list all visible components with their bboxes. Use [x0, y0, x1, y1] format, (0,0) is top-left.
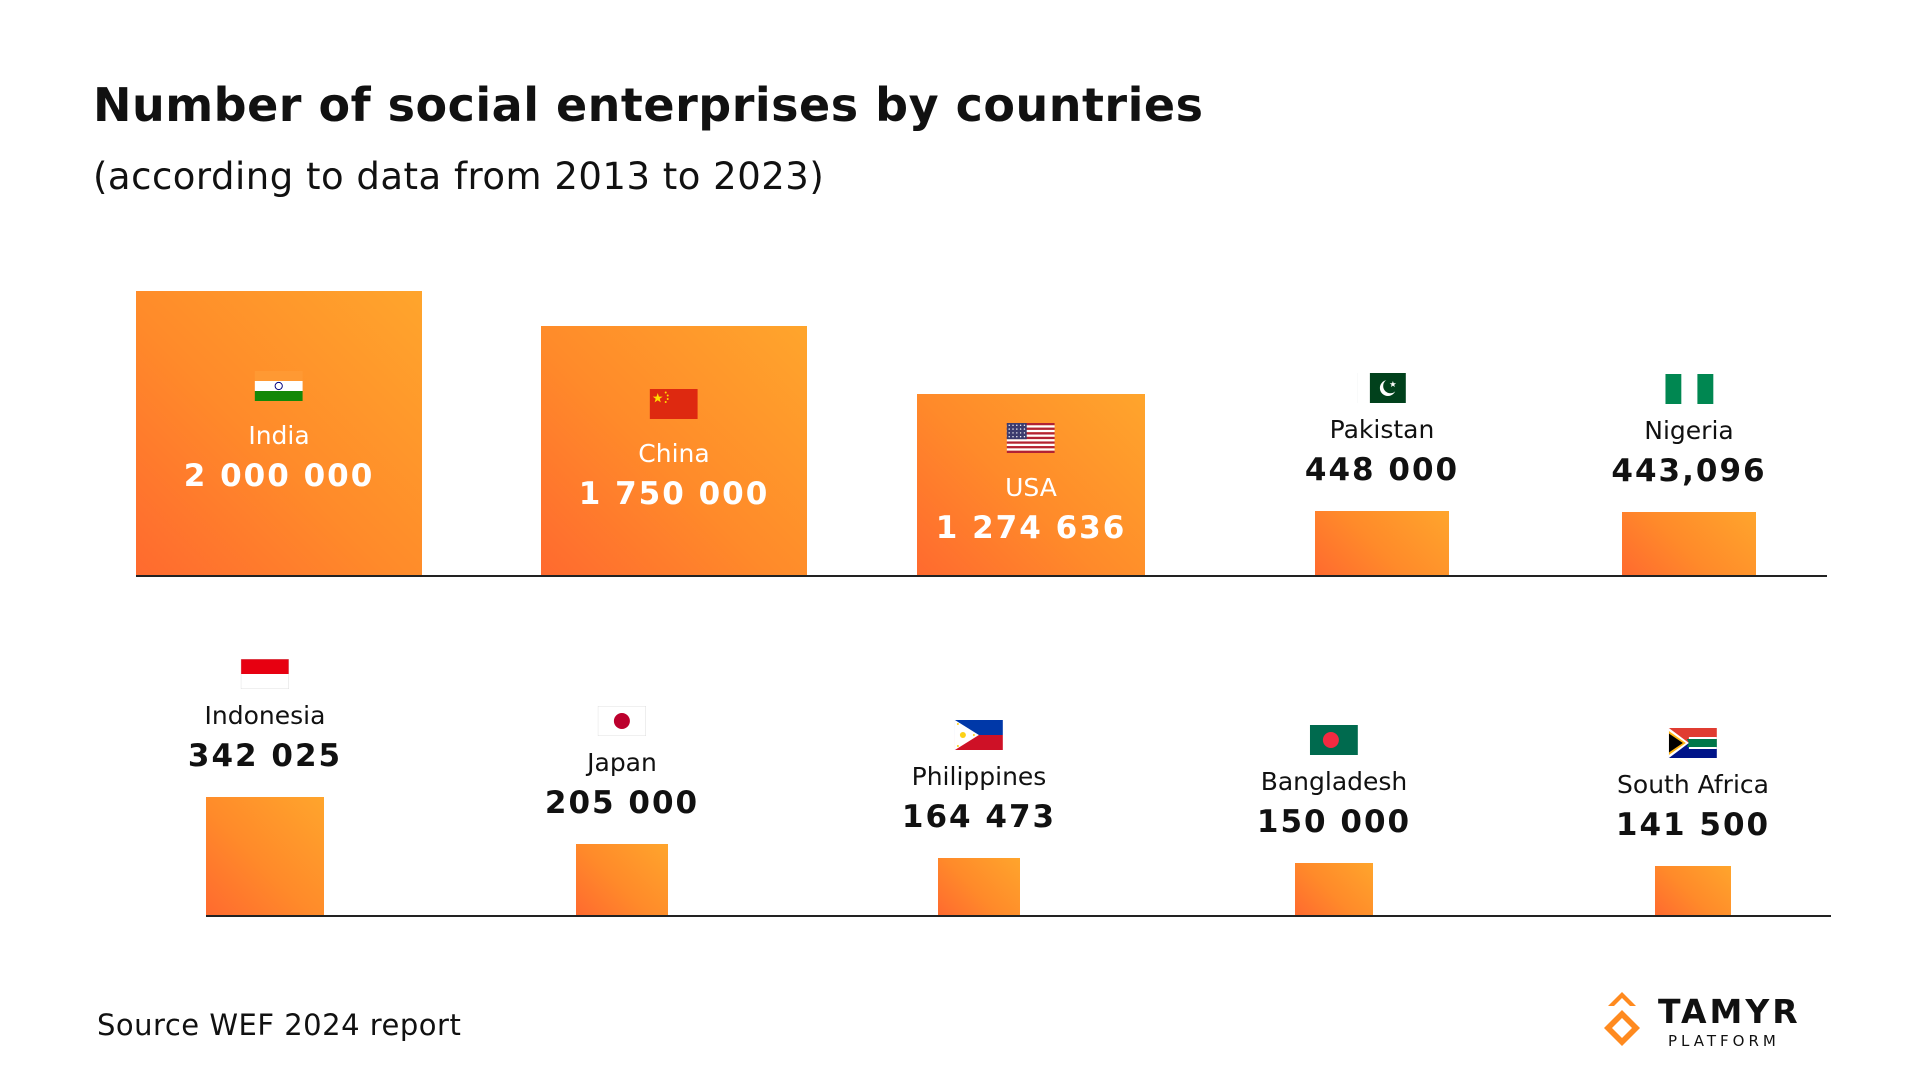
bar-bangladesh: [1295, 863, 1373, 915]
country-name: South Africa: [1617, 770, 1769, 799]
bar-label-group: Pakistan 448 000: [1305, 373, 1459, 489]
value-label: 1 750 000: [578, 475, 770, 512]
country-name: Pakistan: [1329, 415, 1435, 444]
bar-japan: [576, 844, 668, 915]
bar-label-group: Japan 205 000: [545, 706, 699, 822]
bar-nigeria: [1622, 512, 1756, 575]
bar-label-group: Nigeria 443,096: [1611, 374, 1766, 490]
bar-philippines: [938, 858, 1020, 915]
country-name: Bangladesh: [1260, 767, 1408, 796]
bar-pakistan: [1315, 511, 1449, 575]
bar-label-group: Indonesia 342 025: [188, 659, 342, 775]
bar-indonesia: [206, 797, 324, 915]
bar-label-group: China 1 750 000: [578, 388, 770, 513]
indonesia-flag-icon: [241, 659, 289, 689]
country-name: USA: [1005, 472, 1057, 502]
logo-wordmark: TAMYR: [1658, 992, 1801, 1031]
philippines-flag-icon: [955, 720, 1003, 750]
chart-baseline: [136, 575, 1827, 577]
bangladesh-flag-icon: [1310, 725, 1358, 755]
nigeria-flag-icon: [1664, 374, 1713, 404]
bar-china: [541, 326, 807, 575]
value-label: 342 025: [187, 738, 343, 774]
china-flag-icon: [649, 388, 698, 419]
chart-subtitle: (according to data from 2013 to 2023): [93, 155, 825, 198]
usa-flag-icon: [1006, 422, 1055, 453]
value-label: 164 473: [901, 799, 1057, 835]
value-label: 1 274 636: [935, 509, 1127, 546]
bar-label-group: Philippines 164 473: [902, 720, 1056, 836]
chart-baseline: [206, 915, 1831, 917]
country-name: Japan: [587, 748, 657, 777]
bar-india: [136, 291, 422, 575]
source-note: Source WEF 2024 report: [97, 1008, 462, 1042]
bar-label-group: India 2 000 000: [184, 371, 375, 495]
tamyr-logo-icon: [1604, 992, 1640, 1046]
value-label: 443,096: [1611, 453, 1767, 489]
value-label: 448 000: [1304, 452, 1460, 488]
value-label: 205 000: [544, 785, 700, 821]
country-name: Indonesia: [204, 701, 326, 730]
country-name: Nigeria: [1644, 416, 1734, 445]
country-name: Philippines: [911, 762, 1047, 791]
india-flag-icon: [254, 371, 303, 401]
bar-label-group: South Africa 141 500: [1616, 728, 1770, 844]
bar-label-group: USA 1 274 636: [935, 422, 1127, 547]
bar-label-group: Bangladesh 150 000: [1257, 725, 1411, 841]
pakistan-flag-icon: [1358, 373, 1406, 403]
bar-south-africa: [1655, 866, 1731, 915]
country-name: India: [248, 421, 310, 450]
logo-subtitle: PLATFORM: [1668, 1032, 1780, 1050]
value-label: 2 000 000: [183, 458, 375, 494]
tamyr-logo: TAMYR PLATFORM: [1600, 990, 1825, 1050]
chart-title: Number of social enterprises by countrie…: [93, 78, 1204, 132]
japan-flag-icon: [598, 706, 646, 736]
country-name: China: [638, 438, 710, 468]
south-africa-flag-icon: [1669, 728, 1717, 758]
value-label: 150 000: [1256, 804, 1412, 840]
value-label: 141 500: [1615, 807, 1771, 843]
